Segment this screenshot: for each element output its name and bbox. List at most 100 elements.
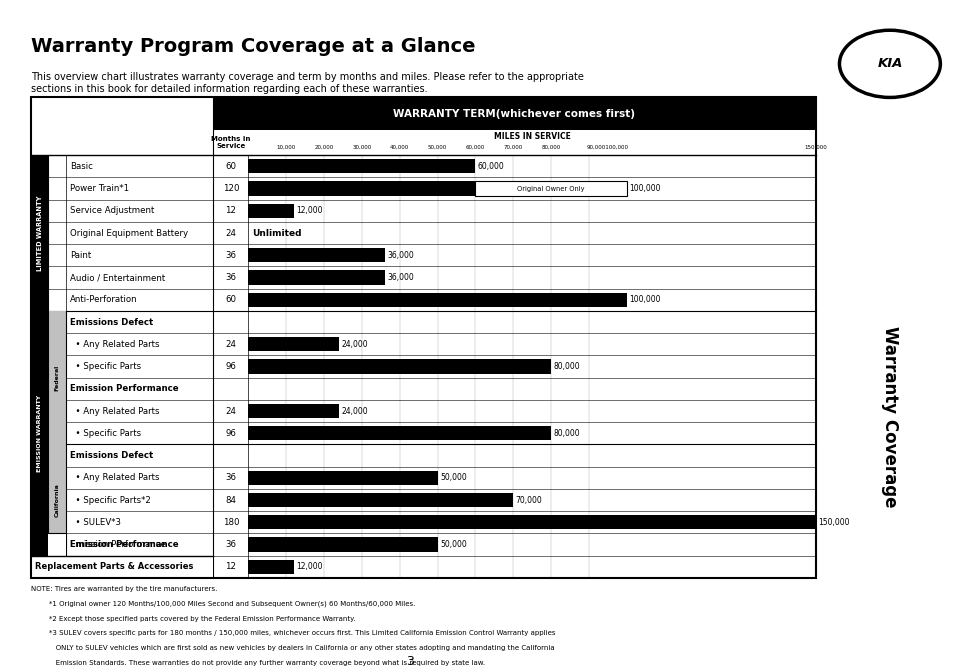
Text: 80,000: 80,000 bbox=[554, 362, 580, 371]
Text: 80,000: 80,000 bbox=[541, 145, 561, 150]
Text: This overview chart illustrates warranty coverage and term by months and miles. : This overview chart illustrates warranty… bbox=[31, 72, 584, 93]
Text: • Any Related Parts: • Any Related Parts bbox=[70, 340, 159, 349]
Bar bbox=[249, 560, 294, 574]
Text: 70,000: 70,000 bbox=[504, 145, 523, 150]
Text: *1 Original owner 120 Months/100,000 Miles Second and Subsequent Owner(s) 60 Mon: *1 Original owner 120 Months/100,000 Mil… bbox=[31, 601, 416, 607]
Text: • Specific Parts: • Specific Parts bbox=[70, 429, 141, 438]
Bar bbox=[249, 538, 438, 552]
Text: 100,000: 100,000 bbox=[629, 295, 660, 304]
Text: • SULEV*3: • SULEV*3 bbox=[70, 518, 121, 527]
Bar bbox=[213, 97, 816, 130]
Text: WARRANTY TERM(whichever comes first): WARRANTY TERM(whichever comes first) bbox=[394, 109, 636, 118]
Text: 84: 84 bbox=[226, 495, 236, 505]
Text: 180: 180 bbox=[223, 518, 239, 527]
Text: 100,000: 100,000 bbox=[629, 184, 660, 193]
Text: Service Adjustment: Service Adjustment bbox=[70, 206, 154, 215]
Text: ONLY to SULEV vehicles which are first sold as new vehicles by dealers in Califo: ONLY to SULEV vehicles which are first s… bbox=[31, 645, 555, 651]
Text: Warranty Coverage: Warranty Coverage bbox=[881, 326, 899, 507]
Text: 36: 36 bbox=[226, 540, 236, 549]
Bar bbox=[48, 534, 65, 556]
Bar bbox=[31, 311, 48, 556]
Bar bbox=[48, 311, 65, 444]
Text: Months in
Service: Months in Service bbox=[211, 136, 251, 149]
Text: 24,000: 24,000 bbox=[342, 407, 369, 415]
Ellipse shape bbox=[839, 30, 941, 97]
Bar bbox=[249, 404, 339, 418]
Text: Replacement Parts & Accessories: Replacement Parts & Accessories bbox=[36, 562, 179, 571]
Text: • Any Related Parts: • Any Related Parts bbox=[70, 473, 159, 482]
Text: 96: 96 bbox=[226, 429, 236, 438]
Text: Unlimited: Unlimited bbox=[252, 228, 302, 238]
Bar bbox=[31, 97, 816, 578]
Text: EMISSION WARRANTY: EMISSION WARRANTY bbox=[37, 394, 42, 472]
Text: Original Owner Only: Original Owner Only bbox=[517, 185, 585, 192]
Text: 50,000: 50,000 bbox=[440, 473, 467, 482]
Text: 24: 24 bbox=[226, 340, 236, 349]
Text: 50,000: 50,000 bbox=[428, 145, 447, 150]
Bar bbox=[475, 181, 627, 196]
Text: 70,000: 70,000 bbox=[516, 495, 542, 505]
Bar bbox=[48, 444, 65, 556]
Text: Basic: Basic bbox=[70, 162, 92, 171]
Text: 36,000: 36,000 bbox=[387, 251, 414, 260]
Text: LIMITED WARRANTY: LIMITED WARRANTY bbox=[36, 196, 43, 271]
Text: • Any Related Parts: • Any Related Parts bbox=[70, 407, 159, 415]
Text: 12,000: 12,000 bbox=[297, 562, 323, 571]
Bar bbox=[249, 270, 385, 285]
Text: 12: 12 bbox=[226, 206, 236, 215]
Text: 36,000: 36,000 bbox=[387, 273, 414, 282]
Text: • Specific Parts: • Specific Parts bbox=[70, 362, 141, 371]
Text: 90,000100,000: 90,000100,000 bbox=[587, 145, 629, 150]
Text: Original Equipment Battery: Original Equipment Battery bbox=[70, 228, 188, 238]
Bar bbox=[249, 515, 816, 530]
Bar bbox=[249, 470, 438, 485]
Text: Emission Performance: Emission Performance bbox=[70, 384, 179, 393]
Bar bbox=[249, 248, 385, 263]
Text: 24: 24 bbox=[226, 407, 236, 415]
Text: *2 Except those specified parts covered by the Federal Emission Performance Warr: *2 Except those specified parts covered … bbox=[31, 616, 355, 622]
Text: 30,000: 30,000 bbox=[352, 145, 372, 150]
Text: Audio / Entertainment: Audio / Entertainment bbox=[70, 273, 165, 282]
Text: 36: 36 bbox=[226, 251, 236, 260]
Bar bbox=[249, 337, 339, 351]
Text: 80,000: 80,000 bbox=[554, 429, 580, 438]
Text: KIA: KIA bbox=[877, 57, 902, 71]
Bar bbox=[249, 204, 294, 218]
Text: 3: 3 bbox=[406, 655, 414, 669]
Text: 60: 60 bbox=[226, 295, 236, 304]
Text: 10,000: 10,000 bbox=[276, 145, 296, 150]
Text: California: California bbox=[55, 483, 60, 517]
Bar bbox=[249, 493, 514, 507]
Bar bbox=[249, 293, 627, 307]
Bar bbox=[31, 97, 816, 578]
Bar bbox=[249, 360, 551, 374]
Bar bbox=[249, 181, 475, 196]
Text: Emission Performance: Emission Performance bbox=[70, 540, 165, 549]
Text: NOTE: Tires are warranted by the tire manufacturers.: NOTE: Tires are warranted by the tire ma… bbox=[31, 586, 218, 592]
Text: Anti-Perforation: Anti-Perforation bbox=[70, 295, 137, 304]
Text: 40,000: 40,000 bbox=[390, 145, 409, 150]
Text: 96: 96 bbox=[226, 362, 236, 371]
Text: 150,000: 150,000 bbox=[804, 145, 828, 150]
Text: MILES IN SERVICE: MILES IN SERVICE bbox=[493, 132, 570, 141]
Text: 60,000: 60,000 bbox=[478, 162, 505, 171]
Text: 12,000: 12,000 bbox=[297, 206, 323, 215]
Text: 12: 12 bbox=[226, 562, 236, 571]
Text: 20,000: 20,000 bbox=[315, 145, 334, 150]
Text: Emissions Defect: Emissions Defect bbox=[70, 318, 153, 327]
Text: 24: 24 bbox=[226, 228, 236, 238]
Text: Emissions Defect: Emissions Defect bbox=[70, 451, 153, 460]
Text: Federal: Federal bbox=[55, 365, 60, 391]
Text: 36: 36 bbox=[226, 473, 236, 482]
Text: 50,000: 50,000 bbox=[440, 540, 467, 549]
Bar bbox=[31, 155, 48, 311]
Bar bbox=[31, 556, 213, 578]
Text: 60,000: 60,000 bbox=[466, 145, 485, 150]
Text: • Specific Parts*2: • Specific Parts*2 bbox=[70, 495, 151, 505]
Text: Emission Performance: Emission Performance bbox=[70, 540, 179, 549]
Text: Power Train*1: Power Train*1 bbox=[70, 184, 129, 193]
Text: Emission Standards. These warranties do not provide any further warranty coverag: Emission Standards. These warranties do … bbox=[31, 660, 485, 666]
Text: 60: 60 bbox=[226, 162, 236, 171]
Text: Warranty Program Coverage at a Glance: Warranty Program Coverage at a Glance bbox=[31, 37, 475, 56]
Text: 36: 36 bbox=[226, 273, 236, 282]
